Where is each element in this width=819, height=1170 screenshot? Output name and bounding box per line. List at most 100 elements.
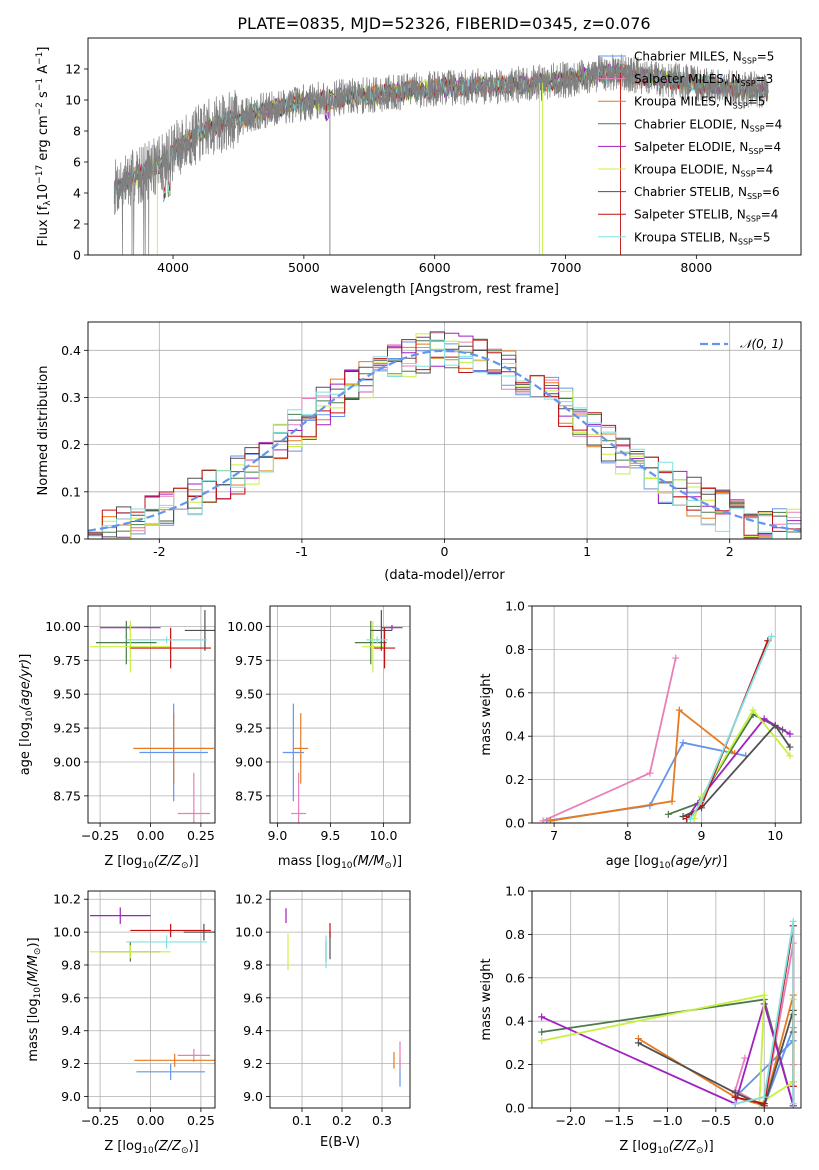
- y-tick-label: 8: [73, 124, 81, 139]
- x-tick-label: -1: [296, 544, 308, 559]
- y-tick-label: 9.75: [235, 653, 263, 668]
- y-tick-label: 0.4: [61, 343, 81, 358]
- x-tick-label: 5000: [288, 260, 320, 275]
- y-tick-label: 10.00: [227, 619, 263, 634]
- weight-marker-kroupa_miles: [668, 797, 676, 805]
- x-tick-label: −0.25: [81, 1113, 119, 1128]
- weight-marker-salpeter_elodie: [538, 1013, 546, 1021]
- x-tick-label: 0.00: [137, 1113, 165, 1128]
- y-tick-label: 9.50: [53, 687, 81, 702]
- weight-marker-kroupa_elodie: [760, 991, 768, 999]
- y-tick-label: 9.00: [53, 754, 81, 769]
- x-tick-label: −0.5: [701, 1113, 731, 1128]
- residuals-frame: [87, 321, 802, 540]
- mass_vs_Z-errorbars: [90, 907, 215, 1081]
- weight-marker-kroupa_miles: [675, 706, 683, 714]
- y-tick-label: 4: [73, 186, 81, 201]
- y-tick-label: 9.25: [53, 721, 81, 736]
- x-tick-label: 0.2: [332, 1113, 352, 1128]
- weight-marker-kroupa_stelib: [789, 917, 797, 925]
- x-axis-label: E(B-V): [320, 1135, 360, 1150]
- figure-title: PLATE=0835, MJD=52326, FIBERID=0345, z=0…: [237, 14, 650, 33]
- weight-marker-chabrier_stelib: [786, 743, 794, 751]
- x-tick-label: 7: [550, 828, 558, 843]
- y-tick-label: 0.6: [505, 970, 525, 985]
- x-tick-label: 10.0: [370, 828, 398, 843]
- y-axis-label: mass weight: [479, 958, 494, 1040]
- x-tick-label: 2: [726, 544, 734, 559]
- weight-marker-kroupa_elodie: [786, 752, 794, 760]
- y-tick-label: 0.4: [505, 1014, 525, 1029]
- legend-label-salpeter_miles: Salpeter MILES, NSSP=3: [634, 72, 773, 88]
- weight-marker-chabrier_elodie: [538, 1028, 546, 1036]
- y-tick-label: 9.4: [243, 1023, 263, 1038]
- x-tick-label: 0: [441, 544, 449, 559]
- x-tick-label: 0.00: [137, 828, 165, 843]
- weight-line-salpeter_elodie: [686, 717, 791, 820]
- y-tick-label: 9.25: [235, 721, 263, 736]
- weight-marker-salpeter_elodie: [786, 730, 794, 738]
- x-axis-label: (data-model)/error: [384, 568, 505, 583]
- y-tick-label: 10.00: [45, 619, 81, 634]
- legend: Chabrier MILES, NSSP=5 Salpeter MILES, NS…: [598, 50, 782, 246]
- spectrum-frame: [87, 37, 802, 256]
- y-tick-label: 9.2: [61, 1056, 81, 1071]
- weight-marker-chabrier_stelib: [771, 721, 779, 729]
- y-tick-label: 0.0: [505, 1101, 525, 1116]
- y-tick-label: 0.2: [505, 772, 525, 787]
- x-axis-label: Z [log10(Z/Z⊙)]: [619, 1139, 713, 1156]
- y-tick-label: 9.0: [61, 1089, 81, 1104]
- weight-marker-salpeter_stelib: [760, 1100, 768, 1108]
- weight-line-kroupa_miles: [550, 708, 736, 822]
- weight-line-salpeter_miles: [542, 657, 677, 822]
- x-tick-label: 0.1: [292, 1113, 312, 1128]
- y-tick-label: 10.2: [53, 892, 81, 907]
- x-tick-label: 0.25: [187, 1113, 215, 1128]
- weight_vs_Z-axes: −2.0 −1.5 −1.0 −0.5 0.0 0.0 0.2 0.4 0.6 0.8 1.0: [505, 884, 801, 1128]
- weight-marker-kroupa_elodie: [538, 1037, 546, 1045]
- legend-label-salpeter_stelib: Salpeter STELIB, NSSP=4: [634, 208, 778, 224]
- x-axis-label: Z [log10(Z/Z⊙)]: [104, 854, 198, 871]
- weight-marker-kroupa_stelib: [760, 1093, 768, 1101]
- weight_vs_Z-frame: [531, 890, 802, 1109]
- x-axis-label: age [log10(age/yr)]: [606, 854, 728, 871]
- weight-line-kroupa_stelib: [735, 921, 795, 1105]
- weight-marker-salpeter_miles: [672, 654, 680, 662]
- x-tick-label: 7000: [550, 260, 582, 275]
- weight-marker-kroupa_miles: [546, 817, 554, 823]
- weight-marker-chabrier_stelib: [679, 812, 687, 820]
- mass_vs_Z-frame: [87, 890, 216, 1109]
- x-tick-label: 1: [583, 544, 591, 559]
- histogram-kroupa_stelib: [88, 339, 801, 539]
- y-tick-label: 0.2: [61, 437, 81, 452]
- y-tick-label: 9.8: [243, 957, 263, 972]
- x-tick-label: −1.0: [652, 1113, 682, 1128]
- spectrum-axes: 4000 5000 6000 7000 8000 0 2 4 6 8 10 12: [65, 62, 712, 276]
- observed-spectrum: [113, 54, 769, 255]
- legend-label-kroupa_miles: Kroupa MILES, NSSP=5: [634, 95, 765, 111]
- weight-marker-salpeter_miles: [539, 817, 547, 823]
- y-tick-label: 9.2: [243, 1056, 263, 1071]
- y-tick-label: 10.2: [235, 892, 263, 907]
- y-tick-label: 0: [73, 248, 81, 263]
- y-tick-label: 12: [65, 62, 81, 77]
- y-tick-label: 0.2: [505, 1057, 525, 1072]
- age_vs_mass-axes: 9.0 9.5 10.0 8.75 9.00 9.25 9.50 9.75 10.00: [227, 606, 410, 843]
- legend-label-kroupa_elodie: Kroupa ELODIE, NSSP=4: [634, 163, 773, 179]
- weight-marker-kroupa_stelib: [731, 1100, 739, 1108]
- mass_vs_ebv-errorbars: [285, 908, 401, 1087]
- weight-marker-kroupa_elodie: [749, 706, 757, 714]
- y-tick-label: 10.0: [53, 925, 81, 940]
- age_vs_Z-axes: −0.25 0.00 0.25 8.75 9.00 9.25 9.50 9.75 10.00: [45, 606, 215, 843]
- y-tick-label: 9.6: [61, 990, 81, 1005]
- age_vs_Z-errorbars: [90, 610, 215, 823]
- x-tick-label: -2: [153, 544, 165, 559]
- age_vs_Z-frame: [87, 605, 216, 824]
- y-axis-label: Flux [fλ10−17 erg cm−2 s−1 A−1]: [35, 47, 53, 247]
- x-tick-label: 9.0: [267, 828, 287, 843]
- x-axis-label: wavelength [Angstrom, rest frame]: [330, 282, 559, 297]
- x-axis-label: mass [log10(M/M⊙)]: [278, 854, 402, 871]
- y-tick-label: 9.6: [243, 990, 263, 1005]
- y-tick-label: 9.8: [61, 957, 81, 972]
